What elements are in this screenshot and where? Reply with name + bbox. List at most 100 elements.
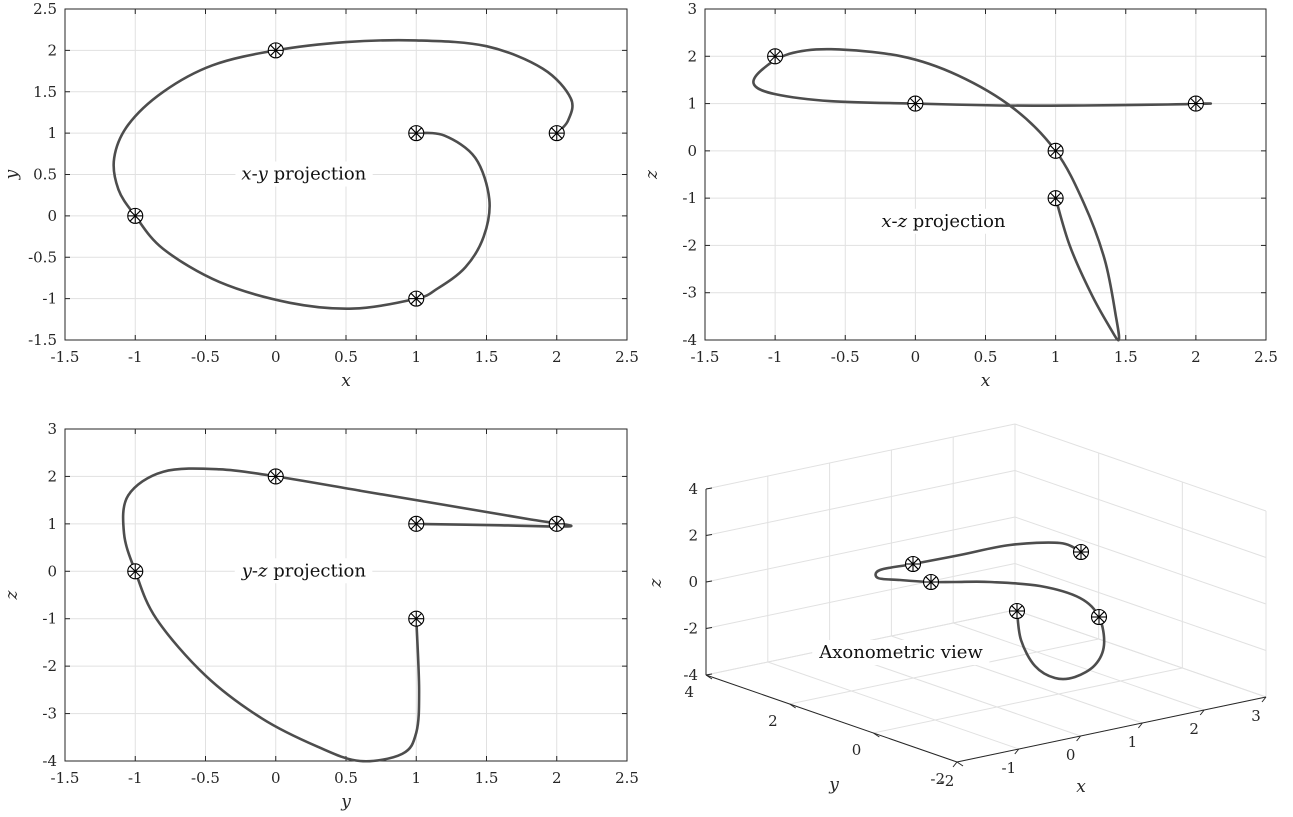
x-tick-label: 2.5 (615, 348, 639, 366)
xz-marker-point (1047, 142, 1064, 159)
yz-marker-point (267, 468, 284, 485)
x-tick-label: 1.5 (475, 348, 499, 366)
axo-y-tick-label: 2 (768, 712, 778, 730)
y-tick-label: 1.5 (33, 83, 57, 101)
annotation-part: z (257, 560, 268, 581)
y-tick-label: 3 (687, 0, 697, 18)
xz-annotation: x-z projection (881, 211, 1006, 232)
y-tick-label: -1 (42, 290, 57, 308)
y-tick-label: 2.5 (33, 0, 57, 18)
x-tick-label: 0.5 (334, 348, 358, 366)
axo-x-tick-label: -2 (940, 772, 955, 790)
x-tick-label: 2.5 (1254, 348, 1278, 366)
yz-annotation: y-z projection (241, 560, 367, 581)
y-tick-label: -3 (682, 284, 697, 302)
annotation-part: x (241, 164, 251, 185)
wall-z-gridline (1014, 470, 1267, 558)
annotation-part: projection (907, 211, 1006, 232)
wall-z-gridline (1014, 609, 1267, 698)
y-tick-label: -2 (42, 657, 57, 675)
x-tick-label: -0.5 (191, 769, 220, 787)
axo-x-axis-line (956, 696, 1267, 763)
wall-z-gridline (705, 423, 1016, 490)
axo-x-tick-mark (1199, 709, 1205, 716)
axo-annotation: Axonometric view (818, 642, 983, 663)
axo-marker-point (1090, 608, 1108, 626)
yz-gridlines (64, 428, 628, 762)
annotation-background (235, 161, 373, 187)
axo-gridlines (705, 423, 1267, 763)
axo-z-tick-mark (705, 627, 713, 629)
x-tick-label: 1 (411, 769, 421, 787)
axo-z-tick-label: -2 (683, 620, 698, 638)
xz-ticks: -1.5 -1 -0.5 0 0.5 1 1.5 2 2.5 -4 -3 -2 -1 0 1 2 3 (682, 0, 1278, 366)
axo-markers (904, 543, 1108, 626)
annotation-part: y (257, 164, 269, 185)
annotation-part: - (892, 211, 898, 232)
xy-markers (127, 42, 565, 307)
x-tick-label: -1 (128, 348, 143, 366)
axo-y-tick-mark (789, 703, 796, 709)
xz-marker-point (767, 48, 784, 65)
x-tick-label: 2 (552, 769, 562, 787)
xy-annotation: x-y projection (241, 164, 366, 185)
xy-marker-point (408, 290, 425, 307)
axo-x-tick-label: 2 (1189, 720, 1199, 738)
floor-x-gridline (953, 622, 1205, 711)
xz-gridlines (704, 8, 1267, 341)
x-tick-label: -0.5 (831, 348, 860, 366)
x-tick-label: 0.5 (974, 348, 998, 366)
axo-z-tick-mark (705, 580, 713, 583)
yz-z-axis-label: z (2, 589, 22, 600)
xz-z-axis-label: z (642, 169, 662, 180)
y-tick-label: 2 (47, 467, 57, 485)
axo-marker-point (922, 573, 940, 591)
x-tick-label: 1.5 (1114, 348, 1138, 366)
x-tick-label: -1 (128, 769, 143, 787)
annotation-part: - (252, 560, 258, 581)
axo-x-axis-label: x (1076, 777, 1086, 797)
axo-z-tick-label: -4 (683, 666, 698, 684)
axo-z-tick-label: 0 (688, 573, 698, 591)
axo-z-tick-label: 2 (688, 527, 698, 545)
y-tick-label: -3 (42, 705, 57, 723)
axo-y-axis-line (705, 674, 958, 763)
annotation-part: projection (268, 560, 367, 581)
yz-y-axis-label: y (340, 792, 351, 812)
y-tick-label: 1 (687, 95, 697, 113)
y-tick-label: 0 (47, 207, 57, 225)
axo-marker-point (1072, 543, 1090, 561)
axo-y-tick-label: -2 (930, 770, 945, 788)
x-tick-label: -1 (768, 348, 783, 366)
axo-x-tick-label: 3 (1251, 707, 1261, 725)
xz-marker-point (907, 95, 924, 112)
x-tick-label: 1 (411, 348, 421, 366)
annotation-background (875, 208, 1012, 234)
axo-y-tick-mark (705, 674, 713, 680)
y-tick-label: 1 (47, 515, 57, 533)
axo-x-tick-mark (1014, 748, 1020, 755)
wall-z-gridline (1014, 516, 1267, 605)
axo-z-tick-mark (705, 487, 713, 490)
yz-marker-point (127, 563, 144, 580)
annotation-background (234, 558, 373, 584)
x-tick-label: 2 (552, 348, 562, 366)
wall-z-gridline (705, 563, 1016, 629)
annotation-part: - (252, 164, 258, 185)
wall-z-gridline (1014, 563, 1267, 651)
y-tick-label: 2 (687, 47, 697, 65)
xy-y-axis-label: y (2, 169, 22, 180)
y-tick-label: -4 (42, 752, 57, 770)
axo-marker-point (904, 555, 922, 573)
x-tick-label: 2.5 (615, 769, 639, 787)
axo-y-axis-label: y (828, 775, 839, 795)
axo-x-tick-label: 0 (1066, 746, 1076, 764)
y-tick-label: -1.5 (28, 331, 57, 349)
xy-trajectory-line (112, 38, 574, 311)
xz-trajectory-line (752, 47, 1213, 342)
yz-marker-point (408, 515, 425, 532)
